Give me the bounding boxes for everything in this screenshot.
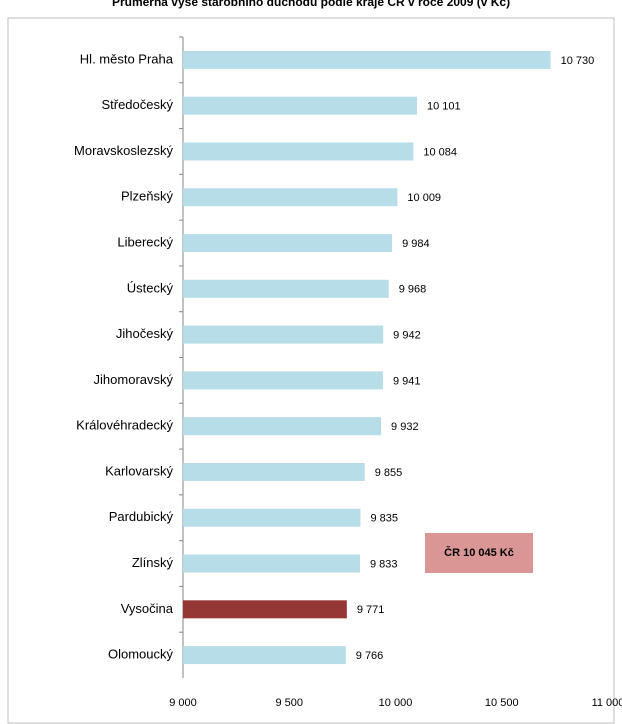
x-tick-label: 10 000: [379, 697, 413, 709]
value-label: 9 941: [393, 375, 421, 387]
y-tick-label: Jihomoravský: [94, 372, 174, 387]
y-tick-label: Vysočina: [121, 601, 174, 616]
y-tick-label: Ústecký: [127, 280, 174, 295]
chart-title: Průměrná výše starobního důchodu podle k…: [112, 0, 510, 9]
bar: [183, 462, 365, 481]
value-label: 9 771: [357, 604, 385, 616]
bar: [183, 417, 382, 436]
y-tick-label: Jihočeský: [116, 326, 174, 341]
annotation-box: [425, 533, 533, 573]
y-tick-label: Pardubický: [109, 509, 174, 524]
value-label: 9 833: [370, 558, 398, 570]
value-label: 9 766: [356, 650, 384, 662]
value-label: 9 855: [375, 467, 403, 479]
bar: [183, 188, 398, 207]
value-label: 9 835: [370, 513, 398, 525]
bar: [183, 50, 551, 69]
y-tick-label: Karlovarský: [105, 463, 173, 478]
y-tick-label: Liberecký: [117, 234, 173, 249]
x-tick-label: 10 500: [485, 697, 519, 709]
y-tick-label: Zlínský: [132, 555, 174, 570]
bar: [183, 600, 347, 619]
x-tick-label: 9 500: [275, 697, 303, 709]
value-label: 10 730: [561, 55, 595, 67]
y-tick-label: Královéhradecký: [76, 418, 173, 433]
value-label: 10 084: [423, 146, 457, 158]
bar: [183, 234, 393, 253]
y-tick-label: Hl. město Praha: [80, 51, 174, 66]
bar: [183, 554, 361, 573]
value-label: 10 101: [427, 101, 461, 113]
bar: [183, 142, 414, 161]
y-tick-label: Olomoucký: [108, 647, 174, 662]
bar: [183, 646, 346, 665]
y-tick-label: Moravskoslezský: [74, 143, 173, 158]
value-label: 9 984: [402, 238, 430, 250]
annotation: ČR 10 045 Kč: [444, 546, 514, 559]
x-tick-label: 9 000: [169, 697, 197, 709]
bar: [183, 96, 417, 115]
bar: [183, 371, 383, 390]
value-label: 10 009: [407, 192, 441, 204]
value-label: 9 968: [399, 284, 427, 296]
value-label: 9 942: [393, 330, 421, 342]
x-tick-label: 11 000: [592, 697, 622, 709]
value-label: 9 932: [391, 421, 419, 433]
bar: [183, 279, 389, 298]
bar: [183, 325, 384, 344]
y-tick-label: Plzeňský: [121, 189, 174, 204]
bar: [183, 508, 361, 527]
y-tick-label: Středočeský: [101, 97, 173, 112]
